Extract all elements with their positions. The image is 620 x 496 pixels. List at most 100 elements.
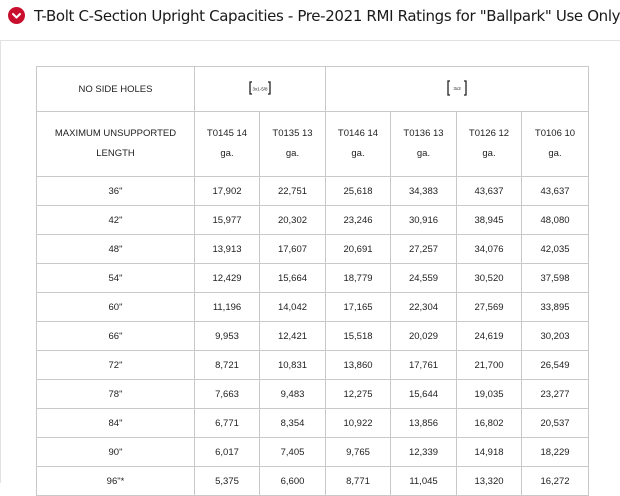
capacity-cell: 25,618 [325, 176, 391, 206]
table-row: 66" 9,953 12,421 15,518 20,029 24,619 30,203 [36, 321, 589, 351]
capacity-cell: 22,751 [259, 176, 326, 206]
capacity-cell: 19,035 [456, 379, 522, 409]
length-cell: 72" [36, 350, 195, 380]
capacity-cell: 6,600 [259, 466, 326, 496]
length-cell: 48" [36, 234, 195, 264]
c-section-icon: 3x1-5/8 [249, 80, 271, 99]
capacity-cell: 18,229 [521, 437, 589, 467]
capacity-cell: 48,080 [521, 205, 589, 235]
capacity-cell: 12,421 [259, 321, 326, 351]
column-header: T0136 13 ga. [390, 111, 457, 177]
capacity-cell: 17,761 [390, 350, 457, 380]
length-cell: 42" [36, 205, 195, 235]
capacity-cell: 21,700 [456, 350, 522, 380]
table-row: 60" 11,196 14,042 17,165 22,304 27,569 33,895 [36, 292, 589, 322]
capacity-cell: 15,518 [325, 321, 391, 351]
group-icon-label: 3x3 [453, 86, 461, 91]
capacity-cell: 17,902 [194, 176, 260, 206]
capacity-cell: 16,802 [456, 408, 522, 438]
corner-label: NO SIDE HOLES [36, 66, 195, 112]
capacity-cell: 14,042 [259, 292, 326, 322]
capacity-cell: 12,429 [194, 263, 260, 293]
capacity-cell: 6,771 [194, 408, 260, 438]
capacity-cell: 43,637 [521, 176, 589, 206]
table-row: 36" 17,902 22,751 25,618 34,383 43,637 43,637 [36, 176, 589, 206]
capacity-cell: 27,569 [456, 292, 522, 322]
column-header: T0126 12 ga. [456, 111, 522, 177]
chevron-down-icon[interactable] [8, 7, 25, 24]
capacity-cell: 38,945 [456, 205, 522, 235]
group-header-3x3: 3x3 [325, 66, 589, 112]
length-cell: 96"* [36, 466, 195, 496]
capacity-cell: 18,779 [325, 263, 391, 293]
length-cell: 78" [36, 379, 195, 409]
capacity-cell: 37,598 [521, 263, 589, 293]
capacity-cell: 11,045 [390, 466, 457, 496]
table-row: 96"* 5,375 6,600 8,771 11,045 13,320 16,272 [36, 466, 589, 496]
capacity-cell: 20,537 [521, 408, 589, 438]
length-cell: 66" [36, 321, 195, 351]
capacity-cell: 24,559 [390, 263, 457, 293]
capacity-cell: 24,619 [456, 321, 522, 351]
capacity-cell: 30,520 [456, 263, 522, 293]
column-header: T0135 13 ga. [259, 111, 326, 177]
header-row-columns: MAXIMUM UNSUPPORTED LENGTH T0145 14 ga. T… [36, 111, 589, 177]
capacity-cell: 7,405 [259, 437, 326, 467]
capacity-cell: 23,246 [325, 205, 391, 235]
length-header: MAXIMUM UNSUPPORTED LENGTH [36, 111, 195, 177]
capacity-cell: 8,721 [194, 350, 260, 380]
capacity-cell: 23,277 [521, 379, 589, 409]
length-cell: 54" [36, 263, 195, 293]
table-row: 72" 8,721 10,831 13,860 17,761 21,700 26,549 [36, 350, 589, 380]
capacity-cell: 22,304 [390, 292, 457, 322]
capacity-cell: 9,953 [194, 321, 260, 351]
group-icon-label: 3x1-5/8 [252, 86, 268, 91]
column-header: T0146 14 ga. [325, 111, 391, 177]
capacity-cell: 20,691 [325, 234, 391, 264]
capacity-cell: 17,607 [259, 234, 326, 264]
capacity-cell: 17,165 [325, 292, 391, 322]
capacity-cell: 14,918 [456, 437, 522, 467]
capacity-cell: 7,663 [194, 379, 260, 409]
column-header: T0106 10 ga. [521, 111, 589, 177]
capacity-table: NO SIDE HOLES 3x1-5/8 3x3 [36, 66, 589, 496]
table-row: 78" 7,663 9,483 12,275 15,644 19,035 23,277 [36, 379, 589, 409]
capacity-cell: 9,483 [259, 379, 326, 409]
length-cell: 84" [36, 408, 195, 438]
capacity-cell: 8,354 [259, 408, 326, 438]
capacity-cell: 20,029 [390, 321, 457, 351]
capacity-cell: 43,637 [456, 176, 522, 206]
table-container: NO SIDE HOLES 3x1-5/8 3x3 [0, 40, 620, 496]
table-row: 84" 6,771 8,354 10,922 13,856 16,802 20,537 [36, 408, 589, 438]
length-cell: 90" [36, 437, 195, 467]
length-header-line: MAXIMUM UNSUPPORTED [54, 128, 177, 139]
capacity-cell: 20,302 [259, 205, 326, 235]
capacity-cell: 33,895 [521, 292, 589, 322]
capacity-cell: 6,017 [194, 437, 260, 467]
capacity-cell: 42,035 [521, 234, 589, 264]
capacity-cell: 13,320 [456, 466, 522, 496]
table-row: 48" 13,913 17,607 20,691 27,257 34,076 42,035 [36, 234, 589, 264]
table-row: 54" 12,429 15,664 18,779 24,559 30,520 37,598 [36, 263, 589, 293]
capacity-cell: 15,977 [194, 205, 260, 235]
capacity-cell: 16,272 [521, 466, 589, 496]
length-header-line: LENGTH [96, 148, 135, 159]
length-cell: 60" [36, 292, 195, 322]
capacity-cell: 27,257 [390, 234, 457, 264]
capacity-cell: 13,856 [390, 408, 457, 438]
capacity-cell: 30,203 [521, 321, 589, 351]
group-header-3x1-5-8: 3x1-5/8 [194, 66, 326, 112]
capacity-cell: 26,549 [521, 350, 589, 380]
capacity-cell: 11,196 [194, 292, 260, 322]
c-section-icon: 3x3 [447, 79, 467, 100]
capacity-cell: 34,383 [390, 176, 457, 206]
capacity-cell: 10,922 [325, 408, 391, 438]
capacity-cell: 15,664 [259, 263, 326, 293]
capacity-cell: 13,860 [325, 350, 391, 380]
table-row: 90" 6,017 7,405 9,765 12,339 14,918 18,229 [36, 437, 589, 467]
capacity-cell: 12,339 [390, 437, 457, 467]
capacity-cell: 34,076 [456, 234, 522, 264]
capacity-cell: 10,831 [259, 350, 326, 380]
page-header: T-Bolt C-Section Upright Capacities - Pr… [0, 0, 620, 32]
capacity-cell: 9,765 [325, 437, 391, 467]
